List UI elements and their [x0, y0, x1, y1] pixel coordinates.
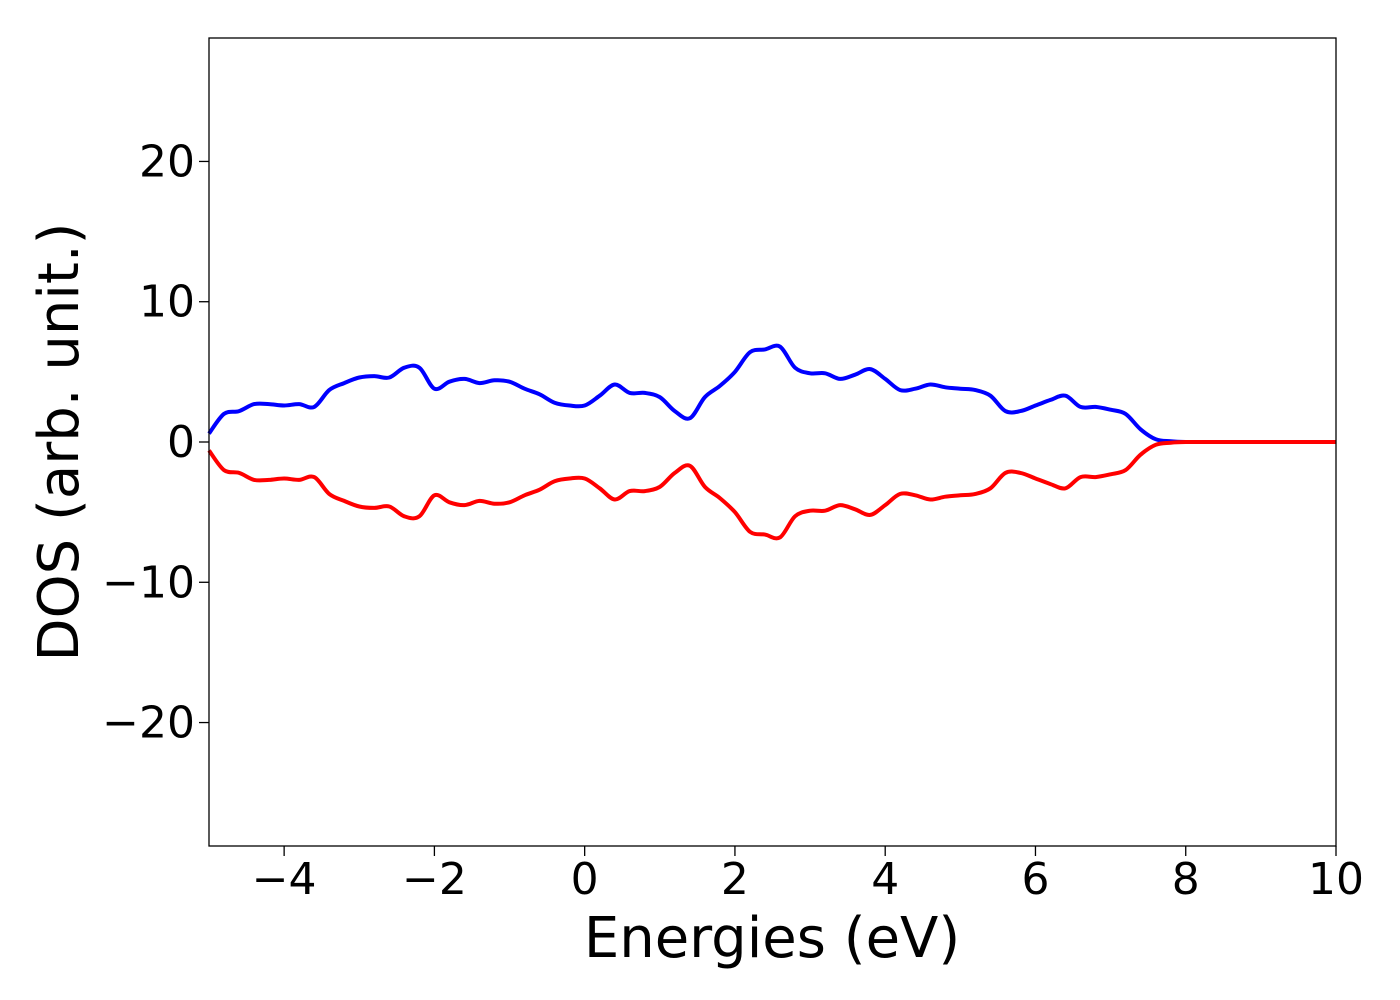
- x-tick-label: 2: [721, 854, 749, 905]
- x-axis-label: Energies (eV): [584, 906, 960, 971]
- x-tick-label: 0: [571, 854, 599, 905]
- y-tick-label: 0: [167, 417, 195, 468]
- y-tick-label: −10: [102, 557, 195, 608]
- x-tick-label: −4: [252, 854, 317, 905]
- x-tick-label: 8: [1172, 854, 1200, 905]
- x-tick-label: 10: [1308, 854, 1364, 905]
- x-tick-label: 4: [871, 854, 899, 905]
- plot-lines: [207, 343, 1336, 541]
- x-tick-label: 6: [1021, 854, 1049, 905]
- series-line-spin-down: [207, 439, 1336, 541]
- x-axis-ticks: −4 −2 0 2 4 6 8 10: [252, 846, 1364, 905]
- y-tick-label: −20: [102, 698, 195, 749]
- y-tick-label: 10: [139, 277, 195, 328]
- series-line-spin-up: [207, 343, 1336, 445]
- y-tick-label: 20: [139, 136, 195, 187]
- y-axis-ticks: −20 −10 0 10 20: [102, 136, 209, 749]
- x-tick-label: −2: [402, 854, 467, 905]
- y-axis-label: DOS (arb. unit.): [27, 222, 92, 661]
